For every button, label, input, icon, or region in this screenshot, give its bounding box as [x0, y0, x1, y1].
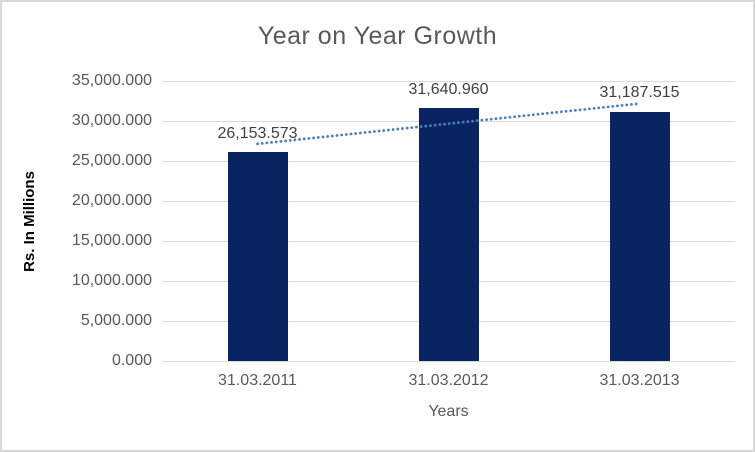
x-axis-tick-label: 31.03.2012	[408, 372, 489, 389]
y-axis-tick-label: 5,000.000	[80, 312, 152, 329]
bar-data-label: 31,640.960	[408, 80, 489, 98]
bar	[227, 151, 288, 361]
bar	[609, 111, 670, 361]
y-axis-tick-label: 0.000	[111, 352, 152, 369]
x-axis-tick-label: 31.03.2011	[218, 372, 297, 389]
y-axis-tick-label: 25,000.000	[71, 152, 152, 169]
gridline	[162, 80, 735, 82]
y-axis-tick-label: 20,000.000	[71, 192, 152, 209]
y-axis-tick-label: 30,000.000	[71, 112, 152, 129]
x-axis-tick-label: 31.03.2013	[599, 372, 680, 389]
gridline	[162, 360, 735, 362]
y-axis-tick-label: 15,000.000	[71, 232, 152, 249]
x-axis-title: Years	[428, 403, 469, 420]
y-axis-tick-label: 35,000.000	[71, 72, 152, 89]
bar-data-label: 26,153.573	[217, 124, 298, 142]
chart-title: Year on Year Growth	[257, 22, 498, 50]
y-axis-tick-label: 10,000.000	[71, 272, 152, 289]
bar	[418, 107, 479, 361]
trendline	[256, 102, 641, 146]
y-axis-title: Rs. In Millions	[20, 170, 38, 272]
bar-data-label: 31,187.515	[599, 84, 680, 102]
plot-area	[162, 80, 735, 362]
